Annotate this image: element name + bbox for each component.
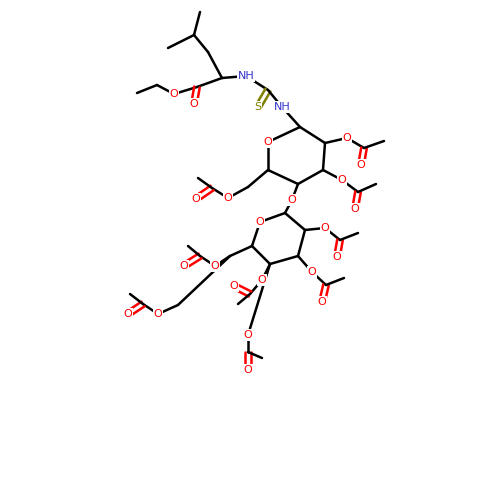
Text: O: O [230, 281, 238, 291]
Text: O: O [154, 309, 162, 319]
Text: O: O [170, 89, 178, 99]
Text: O: O [256, 217, 264, 227]
Text: O: O [244, 365, 252, 375]
Text: NH: NH [274, 102, 290, 112]
Text: O: O [350, 204, 360, 214]
Text: O: O [180, 261, 188, 271]
Text: O: O [356, 160, 366, 170]
Text: O: O [244, 330, 252, 340]
Text: O: O [258, 275, 266, 285]
Text: O: O [264, 137, 272, 147]
Text: O: O [332, 252, 342, 262]
Text: O: O [338, 175, 346, 185]
Text: O: O [124, 309, 132, 319]
Text: O: O [342, 133, 351, 143]
Text: O: O [190, 99, 198, 109]
Text: O: O [320, 223, 330, 233]
Text: O: O [288, 195, 296, 205]
Text: O: O [318, 297, 326, 307]
Text: S: S [254, 102, 262, 112]
Text: O: O [308, 267, 316, 277]
Text: O: O [192, 194, 200, 204]
Text: O: O [210, 261, 220, 271]
Text: O: O [224, 193, 232, 203]
Text: NH: NH [238, 71, 254, 81]
